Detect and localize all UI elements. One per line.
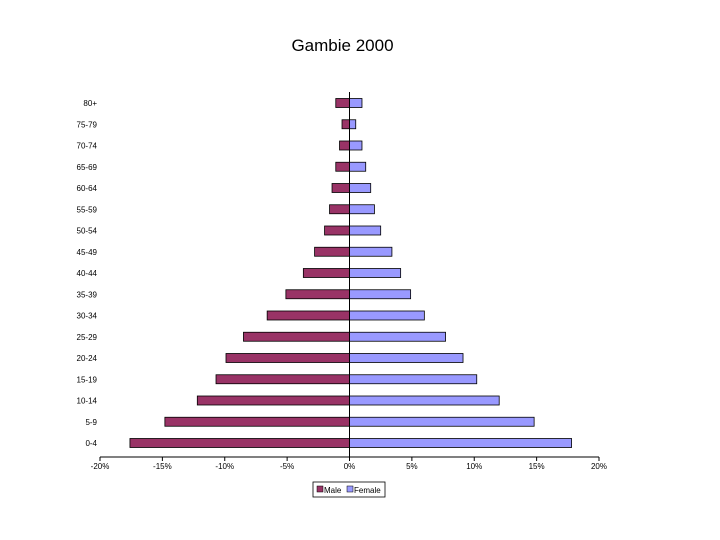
- bar-male-20-24: [225, 353, 350, 363]
- bar-female-65-69: [349, 161, 367, 172]
- bar-female-45-49: [349, 246, 393, 257]
- bar-female-5-9: [349, 416, 535, 427]
- y-tick-label-65-69: 65-69: [77, 163, 98, 172]
- bar-female-50-54: [349, 225, 382, 236]
- x-tick-label: -20%: [91, 462, 110, 471]
- y-tick-label-55-59: 55-59: [77, 205, 98, 214]
- bar-female-60-64: [349, 183, 372, 193]
- bar-female-15-19: [349, 374, 478, 385]
- y-tick-label-20-24: 20-24: [77, 354, 98, 363]
- y-tick-label-0-4: 0-4: [85, 439, 97, 448]
- bar-male-50-54: [324, 225, 350, 236]
- legend-label-male: Male: [324, 486, 342, 495]
- bar-female-0-4: [349, 438, 572, 448]
- y-tick-label-35-39: 35-39: [77, 290, 98, 299]
- bar-female-35-39: [349, 289, 412, 300]
- bar-male-70-74: [339, 140, 350, 151]
- legend-swatch-female: [346, 485, 354, 493]
- bar-male-45-49: [314, 246, 350, 257]
- bar-male-80+: [335, 98, 350, 108]
- bar-female-55-59: [349, 204, 375, 215]
- x-tick-label: -5%: [280, 462, 294, 471]
- chart-title: Gambie 2000: [291, 36, 394, 55]
- bar-male-15-19: [215, 374, 350, 385]
- y-tick-label-75-79: 75-79: [77, 120, 98, 129]
- y-tick-label-15-19: 15-19: [77, 375, 98, 384]
- y-tick-label-10-14: 10-14: [77, 397, 98, 406]
- x-tick-label: 15%: [529, 462, 545, 471]
- bar-male-65-69: [335, 161, 350, 172]
- bar-male-60-64: [331, 183, 350, 193]
- x-tick-label: 10%: [466, 462, 482, 471]
- bar-female-20-24: [349, 353, 464, 363]
- y-tick-label-40-44: 40-44: [77, 269, 98, 278]
- bar-female-30-34: [349, 310, 425, 321]
- bar-female-10-14: [349, 395, 500, 406]
- bar-male-5-9: [164, 416, 350, 427]
- x-tick-label: 0%: [344, 462, 356, 471]
- y-tick-label-30-34: 30-34: [77, 312, 98, 321]
- y-tick-label-50-54: 50-54: [77, 227, 98, 236]
- bar-male-75-79: [341, 119, 350, 130]
- legend-swatch-male: [316, 485, 324, 493]
- bar-male-40-44: [302, 268, 350, 278]
- y-tick-label-70-74: 70-74: [77, 142, 98, 151]
- bar-male-55-59: [329, 204, 350, 215]
- x-tick-label: -10%: [215, 462, 234, 471]
- bar-male-25-29: [243, 331, 350, 342]
- bars-layer: [129, 98, 572, 448]
- y-tick-label-25-29: 25-29: [77, 333, 98, 342]
- bar-female-40-44: [349, 268, 402, 278]
- bar-male-10-14: [196, 395, 350, 406]
- x-tick-label: 5%: [406, 462, 418, 471]
- x-tick-label: -15%: [153, 462, 172, 471]
- bar-female-80+: [349, 98, 363, 108]
- axes-layer: 0-4 5-9 10-14 15-19 20-24 25-29 30-34 35-39 40-4…: [77, 92, 607, 471]
- x-tick-label: 20%: [591, 462, 607, 471]
- legend: Male Female: [312, 481, 386, 498]
- y-tick-label-45-49: 45-49: [77, 248, 98, 257]
- y-tick-label-80+: 80+: [83, 99, 97, 108]
- bar-female-25-29: [349, 331, 446, 342]
- bar-male-35-39: [285, 289, 350, 300]
- bar-male-30-34: [266, 310, 350, 321]
- bar-female-70-74: [349, 140, 363, 151]
- y-tick-label-60-64: 60-64: [77, 184, 98, 193]
- bar-male-0-4: [129, 438, 350, 448]
- bar-female-75-79: [349, 119, 357, 130]
- legend-label-female: Female: [354, 486, 381, 495]
- y-tick-label-5-9: 5-9: [85, 418, 97, 427]
